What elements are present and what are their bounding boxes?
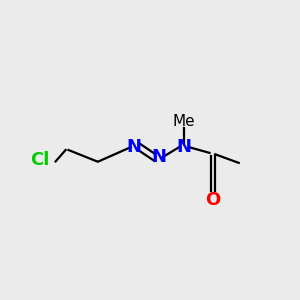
Text: N: N (127, 138, 142, 156)
Text: Cl: Cl (30, 151, 50, 169)
Text: Me: Me (172, 114, 195, 129)
Text: N: N (151, 148, 166, 166)
Text: N: N (176, 138, 191, 156)
Text: O: O (205, 191, 220, 209)
